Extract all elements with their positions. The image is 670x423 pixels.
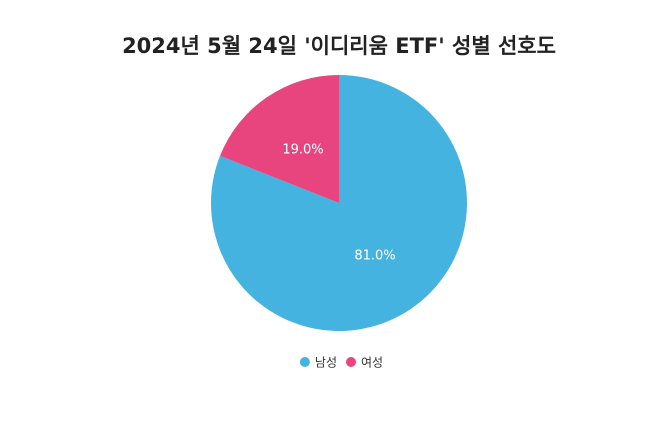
chart-title: 2024년 5월 24일 '이디리움 ETF' 성별 선호도 <box>122 34 556 58</box>
legend-swatch <box>299 357 310 367</box>
legend-item: 남성 <box>299 356 337 370</box>
legend-item: 여성 <box>346 356 383 370</box>
legend-swatch <box>346 357 356 367</box>
pie-slice <box>219 75 339 203</box>
slice-label: 81.0% <box>354 248 395 263</box>
slice-label: 19.0% <box>282 143 323 158</box>
pie-slice <box>211 75 468 331</box>
legend-text: 남성 <box>315 356 337 370</box>
legend-text: 여성 <box>361 356 383 370</box>
